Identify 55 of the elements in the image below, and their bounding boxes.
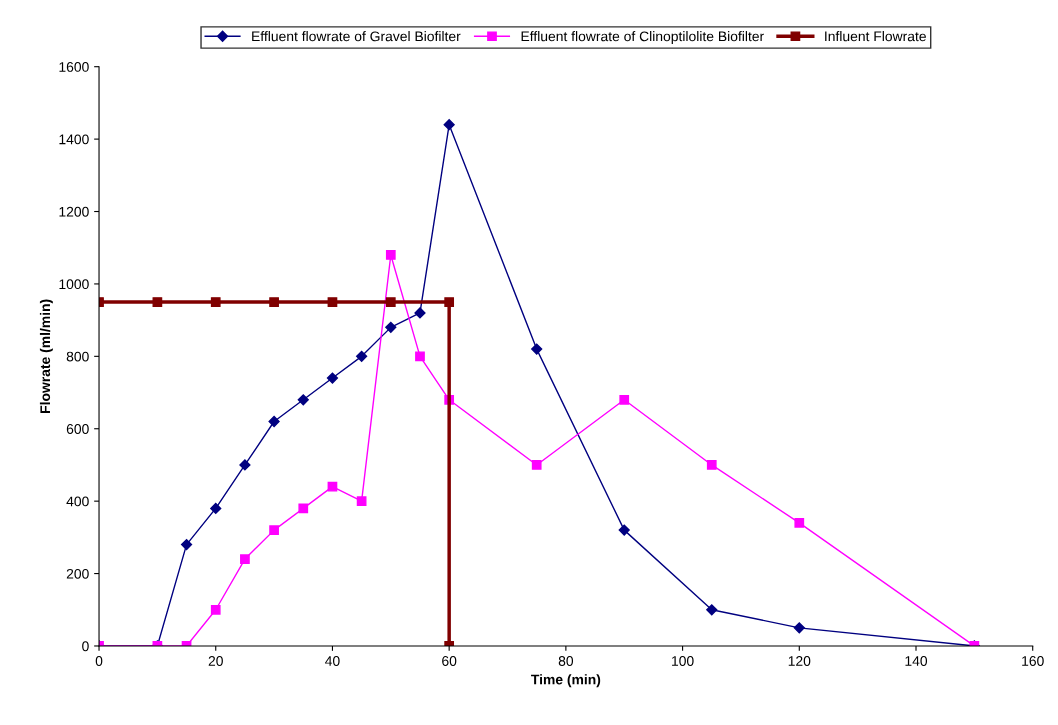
point (385, 250, 396, 260)
x-tick-label: 20 (208, 656, 223, 666)
y-tick-label: 400 (66, 496, 89, 507)
point (414, 307, 426, 319)
point (706, 460, 717, 470)
point (269, 525, 279, 535)
point (240, 554, 250, 564)
x-tick-label: 140 (905, 656, 928, 666)
legend-label: Effluent flowrate of Gravel Biofilter (252, 31, 461, 42)
point (415, 351, 425, 362)
point (298, 503, 309, 514)
y-axis-title: Flowrate (ml/min) (39, 299, 53, 413)
y-tick-label: 1400 (59, 134, 89, 145)
point (180, 538, 193, 551)
point (531, 460, 542, 470)
y-tick-label: 200 (66, 568, 89, 579)
point (152, 297, 163, 307)
x-tick-label: 120 (788, 656, 811, 666)
point (618, 524, 630, 536)
y-tick-label: 0 (82, 641, 89, 652)
point (619, 394, 630, 405)
x-tick-label: 60 (442, 656, 457, 666)
y-tick-label: 600 (66, 424, 89, 434)
x-tick-label: 100 (672, 656, 694, 666)
legend-label: Influent Flowrate (825, 31, 926, 42)
point (327, 297, 338, 307)
y-tick-label: 1000 (59, 279, 89, 290)
point (356, 350, 368, 362)
x-tick-label: 40 (325, 656, 340, 666)
point (326, 372, 339, 384)
point (385, 321, 397, 333)
y-tick-label: 1200 (59, 206, 89, 217)
point (531, 343, 543, 355)
point (210, 604, 221, 615)
point (268, 415, 280, 428)
point (443, 119, 455, 131)
y-tick-label: 1600 (59, 62, 89, 72)
x-axis-title: Time (min) (531, 674, 601, 688)
point (356, 496, 367, 507)
point (269, 297, 279, 307)
point (706, 604, 718, 616)
point (297, 394, 309, 406)
point (210, 297, 221, 307)
point (794, 518, 805, 528)
x-tick-label: 80 (558, 656, 574, 666)
point (327, 481, 338, 492)
point (210, 502, 222, 515)
point (444, 297, 455, 307)
x-tick-label: 160 (1022, 656, 1044, 666)
x-tick-label: 0 (95, 656, 103, 666)
point (385, 297, 396, 307)
point (239, 459, 251, 471)
y-tick-label: 800 (66, 351, 89, 362)
legend-label: Effluent flowrate of Clinoptilolite Biofilter (521, 31, 764, 44)
point (793, 622, 805, 634)
